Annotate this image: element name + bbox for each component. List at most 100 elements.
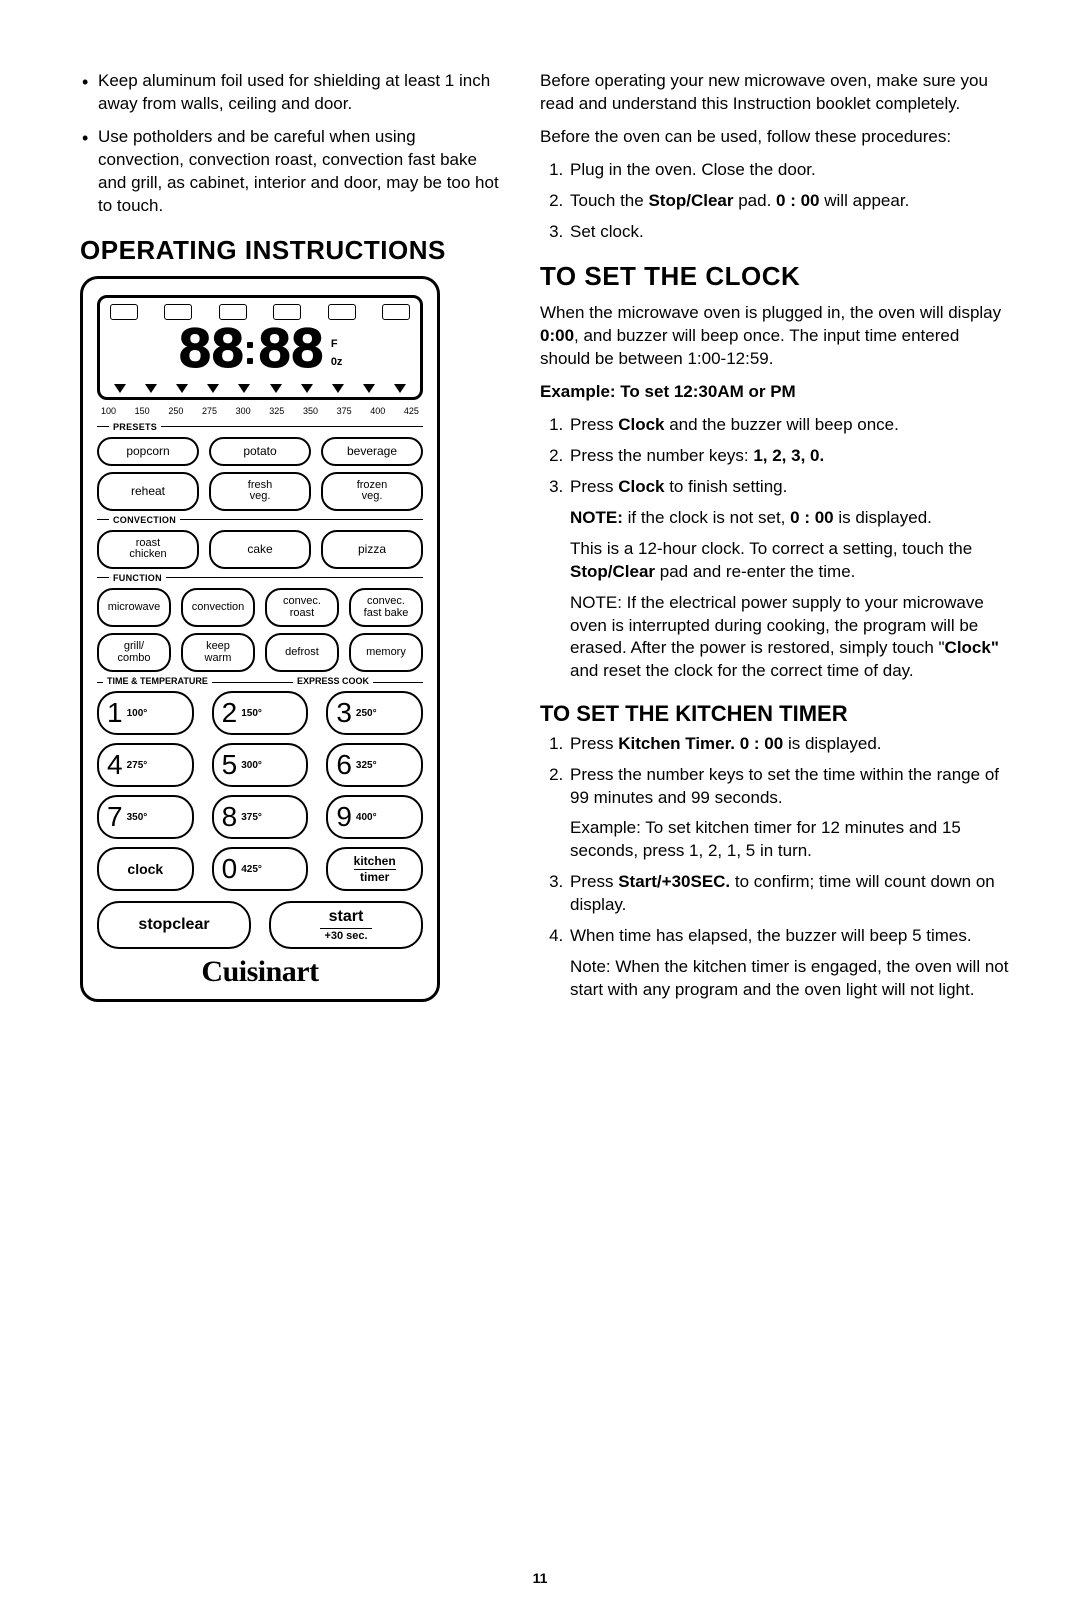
clock-button[interactable]: clock <box>97 847 194 891</box>
timer-step-4: When time has elapsed, the buzzer will b… <box>568 925 1010 1002</box>
time-temp-section: TIME & TEMPERATURE EXPRESS COOK <box>97 682 423 683</box>
control-panel-diagram: 88 88 F 0z <box>80 276 500 1002</box>
function-label: FUNCTION <box>109 573 166 583</box>
lcd-icon <box>110 304 138 320</box>
presets-section: PRESETS popcorn potato beverage reheat f… <box>97 426 423 511</box>
lcd-icon <box>273 304 301 320</box>
temp-tick: 300 <box>236 406 251 416</box>
key-9[interactable]: 9400° <box>326 795 423 839</box>
key-7[interactable]: 7350° <box>97 795 194 839</box>
lcd-f-label: F <box>331 338 343 350</box>
temp-tick: 250 <box>168 406 183 416</box>
lcd-digits: 88 88 F 0z <box>108 324 412 382</box>
setup-step-3: Set clock. <box>568 221 1010 244</box>
setup-step-2: Touch the Stop/Clear pad. 0 : 00 will ap… <box>568 190 1010 213</box>
keep-warm-button[interactable]: keepwarm <box>181 633 255 672</box>
convec-fastbake-button[interactable]: convec.fast bake <box>349 588 423 627</box>
kitchen-timer-heading: TO SET THE KITCHEN TIMER <box>540 701 1010 726</box>
roast-chicken-button[interactable]: roastchicken <box>97 530 199 569</box>
setup-step-1: Plug in the oven. Close the door. <box>568 159 1010 182</box>
triangle-down-icon <box>207 384 219 393</box>
temp-scale: 100 150 250 275 300 325 350 375 400 425 <box>101 406 419 416</box>
clock-step-1: Press Clock and the buzzer will beep onc… <box>568 414 1010 437</box>
key-3[interactable]: 3250° <box>326 691 423 735</box>
potato-button[interactable]: potato <box>209 437 311 466</box>
temp-tick: 400 <box>370 406 385 416</box>
convection-label: CONVECTION <box>109 515 180 525</box>
memory-button[interactable]: memory <box>349 633 423 672</box>
start-button[interactable]: start +30 sec. <box>269 901 423 949</box>
safety-bullets: Keep aluminum foil used for shielding at… <box>80 70 500 218</box>
clock-step-2: Press the number keys: 1, 2, 3, 0. <box>568 445 1010 468</box>
keypad: 1100° 2150° 3250° 4275° 5300° 6325° 7350… <box>97 691 423 891</box>
time-temp-label: TIME & TEMPERATURE <box>103 676 212 686</box>
key-0[interactable]: 0425° <box>212 847 309 891</box>
page-number: 11 <box>0 1570 1080 1586</box>
bullet-1: Keep aluminum foil used for shielding at… <box>80 70 500 116</box>
microwave-button[interactable]: microwave <box>97 588 171 627</box>
triangle-down-icon <box>176 384 188 393</box>
intro-text-1: Before operating your new microwave oven… <box>540 70 1010 116</box>
setup-steps: Plug in the oven. Close the door. Touch … <box>540 159 1010 244</box>
digit: 88 <box>178 324 244 382</box>
lcd-icon <box>382 304 410 320</box>
key-5[interactable]: 5300° <box>212 743 309 787</box>
key-6[interactable]: 6325° <box>326 743 423 787</box>
panel-frame: 88 88 F 0z <box>80 276 440 1002</box>
popcorn-button[interactable]: popcorn <box>97 437 199 466</box>
function-section: FUNCTION microwave convection convec.roa… <box>97 577 423 672</box>
triangle-down-icon <box>270 384 282 393</box>
intro-text-2: Before the oven can be used, follow thes… <box>540 126 1010 149</box>
timer-steps: Press Kitchen Timer. 0 : 00 is displayed… <box>540 733 1010 1002</box>
beverage-button[interactable]: beverage <box>321 437 423 466</box>
stop-clear-button[interactable]: stopclear <box>97 901 251 949</box>
lcd-icon <box>328 304 356 320</box>
lcd-oz-label: 0z <box>331 356 343 368</box>
key-1[interactable]: 1100° <box>97 691 194 735</box>
triangle-down-icon <box>394 384 406 393</box>
defrost-button[interactable]: defrost <box>265 633 339 672</box>
pizza-button[interactable]: pizza <box>321 530 423 569</box>
triangle-down-icon <box>145 384 157 393</box>
clock-steps: Press Clock and the buzzer will beep onc… <box>540 414 1010 683</box>
clock-intro: When the microwave oven is plugged in, t… <box>540 302 1010 371</box>
lcd-icon <box>164 304 192 320</box>
temp-tick: 350 <box>303 406 318 416</box>
timer-step-3: Press Start/+30SEC. to confirm; time wil… <box>568 871 1010 917</box>
cake-button[interactable]: cake <box>209 530 311 569</box>
clock-step-3: Press Clock to finish setting. NOTE: if … <box>568 476 1010 684</box>
triangle-down-icon <box>114 384 126 393</box>
triangle-down-icon <box>332 384 344 393</box>
presets-label: PRESETS <box>109 422 161 432</box>
convection-button[interactable]: convection <box>181 588 255 627</box>
triangle-down-icon <box>363 384 375 393</box>
temp-tick: 425 <box>404 406 419 416</box>
temp-tick: 375 <box>337 406 352 416</box>
key-2[interactable]: 2150° <box>212 691 309 735</box>
timer-step-1: Press Kitchen Timer. 0 : 00 is displayed… <box>568 733 1010 756</box>
left-column: Keep aluminum foil used for shielding at… <box>80 70 500 1012</box>
bullet-2: Use potholders and be careful when using… <box>80 126 500 218</box>
clock-example-label: Example: To set 12:30AM or PM <box>540 381 1010 404</box>
key-8[interactable]: 8375° <box>212 795 309 839</box>
digit: 88 <box>257 324 323 382</box>
key-4[interactable]: 4275° <box>97 743 194 787</box>
express-cook-label: EXPRESS COOK <box>293 676 373 686</box>
convec-roast-button[interactable]: convec.roast <box>265 588 339 627</box>
convection-section: CONVECTION roastchicken cake pizza <box>97 519 423 569</box>
lcd-icon <box>219 304 247 320</box>
set-clock-heading: TO SET THE CLOCK <box>540 262 1010 291</box>
frozen-veg-button[interactable]: frozenveg. <box>321 472 423 511</box>
grill-combo-button[interactable]: grill/combo <box>97 633 171 672</box>
colon-icon <box>247 342 253 364</box>
brand-logo: Cuisinart <box>97 955 423 989</box>
triangle-down-icon <box>238 384 250 393</box>
kitchen-timer-button[interactable]: kitchen timer <box>326 847 423 891</box>
fresh-veg-button[interactable]: freshveg. <box>209 472 311 511</box>
temp-tick: 325 <box>269 406 284 416</box>
temp-tick: 150 <box>135 406 150 416</box>
reheat-button[interactable]: reheat <box>97 472 199 511</box>
lcd-display: 88 88 F 0z <box>97 295 423 400</box>
operating-instructions-heading: OPERATING INSTRUCTIONS <box>80 236 500 265</box>
timer-step-2: Press the number keys to set the time wi… <box>568 764 1010 864</box>
